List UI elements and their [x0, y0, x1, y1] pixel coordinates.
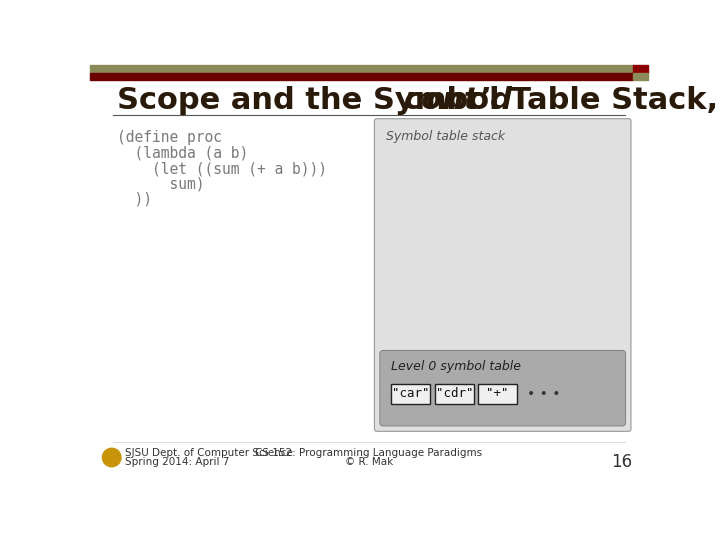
Text: (lambda (a b): (lambda (a b): [117, 146, 248, 161]
Text: CS 152: Programming Language Paradigms: CS 152: Programming Language Paradigms: [256, 448, 482, 458]
Bar: [632, 65, 648, 72]
Text: )): )): [117, 192, 152, 207]
Bar: [632, 72, 648, 80]
Text: "car": "car": [392, 387, 430, 400]
FancyBboxPatch shape: [435, 383, 474, 403]
FancyBboxPatch shape: [392, 383, 431, 403]
Text: • • •: • • •: [527, 387, 561, 401]
Text: Scope and the Symbol Table Stack,: Scope and the Symbol Table Stack,: [117, 86, 720, 116]
Bar: [90, 65, 632, 72]
Text: "+": "+": [487, 387, 509, 400]
Text: © R. Mak: © R. Mak: [345, 457, 393, 467]
Text: (define proc: (define proc: [117, 130, 222, 145]
Circle shape: [102, 448, 121, 467]
Text: Level 0 symbol table: Level 0 symbol table: [391, 360, 521, 373]
Text: (let ((sum (+ a b))): (let ((sum (+ a b))): [117, 161, 327, 176]
Text: Symbol table stack: Symbol table stack: [386, 130, 505, 143]
Text: SJSU Dept. of Computer Science: SJSU Dept. of Computer Science: [125, 448, 293, 458]
Bar: [90, 72, 632, 80]
Text: "cdr": "cdr": [436, 387, 473, 400]
FancyBboxPatch shape: [478, 383, 517, 403]
FancyBboxPatch shape: [380, 350, 626, 426]
Text: sum): sum): [117, 177, 204, 192]
Text: Spring 2014: April 7: Spring 2014: April 7: [125, 457, 229, 467]
Text: 16: 16: [611, 453, 632, 471]
Text: cont’d: cont’d: [404, 86, 513, 116]
FancyBboxPatch shape: [374, 119, 631, 431]
